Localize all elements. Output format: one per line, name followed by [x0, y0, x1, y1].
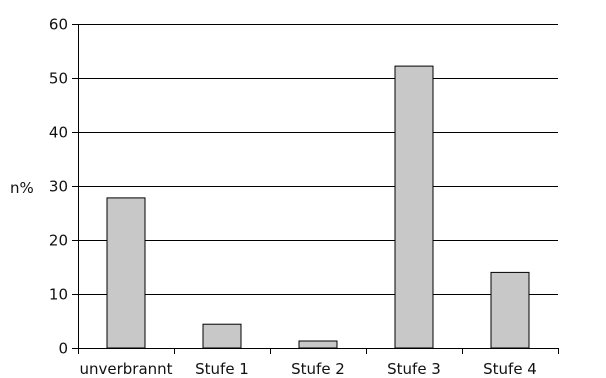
y-tick-label: 40: [49, 124, 68, 142]
x-tick-label: Stufe 1: [195, 360, 249, 378]
y-axis-label: n%: [10, 179, 34, 197]
y-tick-labels: 0 10 20 30 40 50 60: [49, 16, 68, 358]
x-tick-label: Stufe 4: [483, 360, 537, 378]
x-tick-label: Stufe 3: [387, 360, 441, 378]
x-tick-label: unverbrannt: [79, 360, 172, 378]
bar-stufe-3: [394, 65, 434, 349]
x-tick-labels: unverbrannt Stufe 1 Stufe 2 Stufe 3 Stufe 4: [79, 360, 536, 378]
bar-stufe-4: [490, 271, 530, 349]
bar-stufe-2: [298, 340, 338, 349]
bar-stufe-1: [202, 323, 242, 349]
y-tick-label: 20: [49, 232, 68, 250]
y-tick-label: 50: [49, 70, 68, 88]
y-tick-label: 30: [49, 178, 68, 196]
bars: [106, 65, 530, 349]
bar-unverbrannt: [106, 197, 146, 349]
y-tick-label: 0: [58, 340, 68, 358]
y-tick-label: 10: [49, 286, 68, 304]
grid-lines: [78, 24, 558, 349]
axes: [72, 24, 559, 354]
x-tick-label: Stufe 2: [291, 360, 345, 378]
y-tick-label: 60: [49, 16, 68, 34]
